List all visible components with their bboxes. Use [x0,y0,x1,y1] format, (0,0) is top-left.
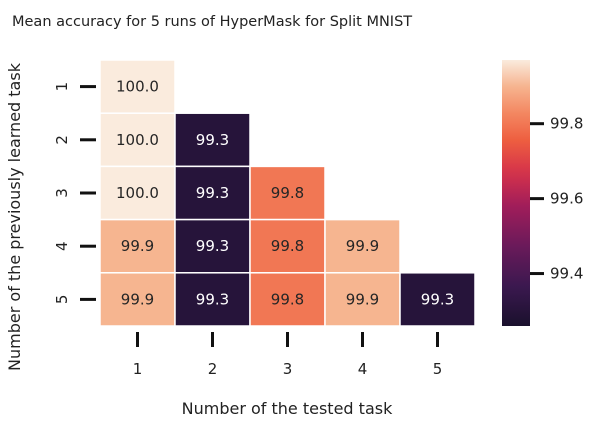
heatmap-cell-label: 99.8 [271,184,304,202]
heatmap-cell-label: 100.0 [116,78,159,96]
x-tick-label: 5 [433,360,443,378]
heatmap-cell [249,272,326,327]
heatmap-cell-label: 99.9 [121,290,154,308]
heatmap-cell-label: 100.0 [116,131,159,149]
y-tick-label: 5 [53,295,71,305]
heatmap-cell [174,272,251,327]
x-tick-label: 3 [283,360,293,378]
heatmap-cell-label: 99.3 [196,290,229,308]
colorbar-tick-label: 99.4 [550,265,583,283]
heatmap-cells: 100.0 100.0 99.3 100.0 99.3 99.8 99.9 99.3 99.8 9… [99,59,476,327]
heatmap-cell [99,59,176,114]
heatmap-cell-label: 99.3 [196,184,229,202]
colorbar-tick-label: 99.8 [550,115,583,133]
heatmap-cell [249,165,326,221]
y-tick-label: 4 [53,241,71,251]
x-tick-label: 4 [358,360,368,378]
heatmap-cell-label: 99.8 [271,290,304,308]
heatmap-cell-label: 99.8 [271,237,304,255]
heatmap-cell-label: 99.9 [346,290,379,308]
heatmap-cell [324,272,401,327]
colorbar [502,60,530,326]
heatmap-cell-label: 99.3 [196,237,229,255]
y-axis-ticks: 1 2 3 4 5 [53,82,96,304]
colorbar-ticks: 99.4 99.6 99.8 [530,115,583,283]
x-axis-ticks: 1 2 3 4 5 [133,332,443,378]
heatmap-cell-label: 99.9 [121,237,154,255]
heatmap-cell-label: 100.0 [116,184,159,202]
y-tick-label: 2 [53,135,71,145]
heatmap-cell [174,218,251,274]
heatmap-cell-label: 99.9 [346,237,379,255]
chart-title: Mean accuracy for 5 runs of HyperMask fo… [12,14,412,30]
heatmap-cell [99,112,176,168]
y-axis-title: Number of the previously learned task [5,62,24,371]
heatmap-cell [324,218,401,274]
colorbar-tick-label: 99.6 [550,190,583,208]
heatmap-cell-label: 99.3 [421,290,454,308]
x-tick-label: 2 [208,360,218,378]
y-tick-label: 1 [53,82,71,92]
x-axis-title: Number of the tested task [182,399,393,418]
heatmap-cell-label: 99.3 [196,131,229,149]
heatmap-cell [399,272,476,327]
y-tick-label: 3 [53,188,71,198]
x-tick-label: 1 [133,360,143,378]
